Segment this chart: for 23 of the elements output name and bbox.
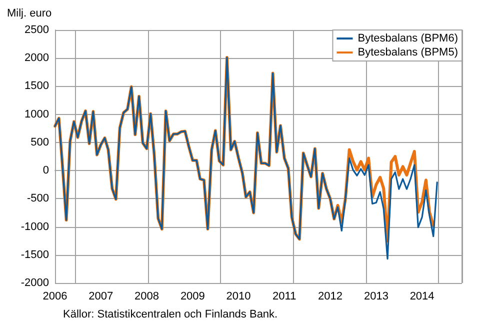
x-tick-label: 2013 xyxy=(364,290,388,302)
x-tick-label: 2006 xyxy=(42,290,68,302)
text: Källor: Statistikcentralen och Finlands Bank. xyxy=(63,308,278,320)
x-tick-label: 2007 xyxy=(88,290,114,302)
x-tick-label: 2009 xyxy=(180,290,205,302)
x-tick-label: 2008 xyxy=(134,290,159,302)
x-tick-label: 2010 xyxy=(226,290,251,302)
y-tick-label: -500 xyxy=(26,192,49,205)
y-tick-label: -1500 xyxy=(20,248,49,261)
y-axis-title: Milj. euro xyxy=(7,8,52,20)
y-tick-label: 2000 xyxy=(24,52,49,64)
legend-label: Bytesbalans (BPM5) xyxy=(358,46,458,58)
y-tick-label: 0 xyxy=(42,164,49,177)
y-tick-label: -1000 xyxy=(20,220,49,233)
y-tick-label: 1500 xyxy=(24,80,49,92)
y-tick-label: -2000 xyxy=(20,277,49,289)
y-tick-label: 2500 xyxy=(24,24,49,36)
legend-label: Bytesbalans (BPM6) xyxy=(358,32,458,44)
x-tick-label: 2014 xyxy=(410,290,434,302)
x-tick-label: 2011 xyxy=(272,290,296,302)
y-tick-label: 500 xyxy=(30,136,49,148)
x-tick-label: 2012 xyxy=(318,290,342,302)
y-tick-label: 1000 xyxy=(24,108,49,120)
